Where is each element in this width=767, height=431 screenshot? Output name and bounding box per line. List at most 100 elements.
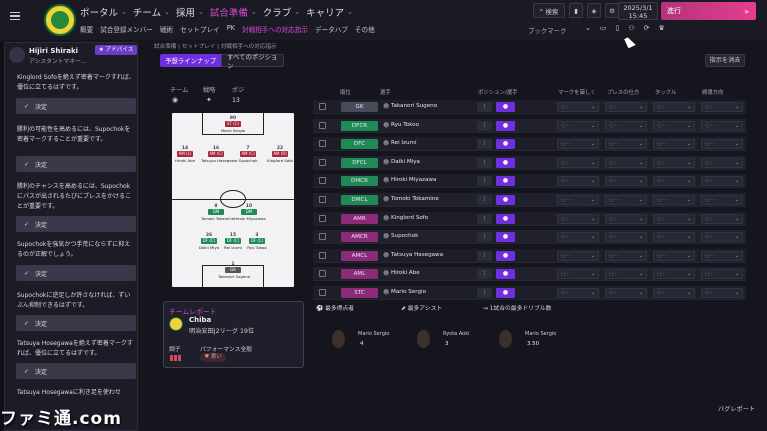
formation-button[interactable]: ⁝ (477, 139, 492, 150)
subnav-setpieces[interactable]: セットプレイ (180, 26, 220, 34)
show-dropdown[interactable]: ◌ - ⌄ (701, 120, 743, 131)
inbox-button[interactable]: ◈ (587, 3, 601, 18)
table-row[interactable]: STC ☻ Mario Sergio ⁝ ● ◌ - ⌄ ◌ - ⌄ ◌ - ⌄ ◌ - ⌄ (313, 286, 746, 300)
nav-match-prep[interactable]: 試合準備 ⌄ (209, 8, 257, 19)
table-row[interactable]: AML ☻ Hiroki Abe ⁝ ● ◌ - ⌄ ◌ - ⌄ ◌ - ⌄ ◌ - ⌄ (313, 267, 746, 282)
select-player-button[interactable]: ● (496, 157, 515, 168)
tackle-dropdown[interactable]: ◌ - ⌄ (653, 288, 695, 298)
table-row[interactable]: DMCR ☻ Hiroki Miyazawa ⁝ ● ◌ - ⌄ ◌ - ⌄ ◌ - ⌄ ◌ - ⌄ (313, 174, 746, 189)
tackle-dropdown[interactable]: ◌ - ⌄ (653, 250, 695, 261)
trophy-icon[interactable]: ♛ (658, 24, 665, 32)
select-player-button[interactable]: ● (496, 139, 515, 150)
player-name[interactable]: Rei Izumi (391, 140, 417, 147)
subnav-more[interactable]: その他 (354, 26, 375, 34)
bookmark-label[interactable]: ブックマーク (528, 27, 567, 35)
show-dropdown[interactable]: ◌ - ⌄ (701, 213, 743, 224)
row-checkbox[interactable] (319, 103, 326, 110)
table-row[interactable]: DFCR ☻ Ryu Tokoo ⁝ ● ◌ - ⌄ ◌ - ⌄ ◌ - ⌄ ◌ - ⌄ (313, 118, 746, 133)
marking-dropdown[interactable]: ◌ - ⌄ (557, 250, 599, 261)
top-assist-stat[interactable]: ⬈ 最多アシスト Ryota Aoki 3 (401, 303, 481, 348)
row-checkbox[interactable] (319, 158, 326, 166)
press-dropdown[interactable]: ◌ - ⌄ (605, 157, 647, 168)
decide-button[interactable]: ✓ 決定 (16, 363, 136, 379)
marking-dropdown[interactable]: ◌ - ⌄ (557, 102, 599, 112)
menu-icon[interactable] (10, 12, 20, 20)
player-name[interactable]: Kinglord Sofo (391, 214, 429, 221)
bookmark-button[interactable]: ▮ (569, 3, 583, 18)
subnav-squad[interactable]: 試合登録メンバー (100, 26, 153, 34)
formation-button[interactable]: ⁝ (477, 213, 492, 224)
pitch-player[interactable]: 22 AM (R) Kinglord Sofo (265, 146, 295, 163)
player-name[interactable]: Daiki Miya (391, 158, 420, 165)
row-checkbox[interactable] (319, 177, 326, 185)
marking-dropdown[interactable]: ◌ - ⌄ (557, 288, 599, 298)
select-player-button[interactable]: ● (496, 120, 515, 131)
player-name[interactable]: Hiroki Abe (391, 270, 420, 277)
top-scorer-stat[interactable]: ⚽ 最多得点者 Mario Sergio 4 (316, 303, 396, 348)
pitch-player[interactable]: 7 AM (C) Supochok (233, 146, 263, 163)
marking-dropdown[interactable]: ◌ - ⌄ (557, 176, 599, 187)
tackle-dropdown[interactable]: ◌ - ⌄ (653, 176, 695, 187)
player-name[interactable]: Takanori Sugeno (391, 103, 438, 109)
team-report-card[interactable]: チームレポート Chiba 明治安田J2リーグ 19位 調子 パフォーマンス全般… (163, 301, 304, 368)
select-player-button[interactable]: ● (496, 288, 515, 298)
pitch-player[interactable]: 1 GK Takanori Sugeno (218, 262, 250, 279)
formation-button[interactable]: ⁝ (477, 102, 492, 112)
filter-all-positions[interactable]: すべてのポジション (221, 53, 284, 70)
show-dropdown[interactable]: ◌ - ⌄ (701, 176, 743, 187)
marking-dropdown[interactable]: ◌ - ⌄ (557, 120, 599, 131)
subnav-pk[interactable]: PK (226, 24, 235, 32)
decide-button[interactable]: ✓ 決定 (16, 98, 136, 114)
select-player-button[interactable]: ● (496, 176, 515, 187)
decide-button[interactable]: ✓ 決定 (16, 265, 136, 281)
date-display[interactable]: 2025/3/1 15:45 (618, 2, 658, 20)
player-name[interactable]: Tatsuya Hasegawa (391, 251, 444, 258)
bug-report-link[interactable]: バグレポート (718, 406, 756, 413)
formation-button[interactable]: ⁝ (477, 195, 492, 205)
tackle-dropdown[interactable]: ◌ - ⌄ (653, 232, 695, 243)
select-player-button[interactable]: ● (496, 102, 515, 112)
people-icon[interactable]: ⚇ (628, 24, 635, 32)
nav-recruit[interactable]: 採用 ⌄ (175, 8, 204, 19)
select-player-button[interactable]: ● (496, 269, 515, 280)
subnav-opposition[interactable]: 対戦相手への対応指示 (242, 26, 308, 34)
press-dropdown[interactable]: ◌ - ⌄ (605, 195, 647, 205)
phone-icon[interactable]: ▯ (615, 24, 620, 32)
tackle-dropdown[interactable]: ◌ - ⌄ (653, 213, 695, 224)
formation-button[interactable]: ⁝ (477, 288, 492, 298)
marking-dropdown[interactable]: ◌ - ⌄ (557, 213, 599, 224)
table-row[interactable]: AMCR ☻ Supochok ⁝ ● ◌ - ⌄ ◌ - ⌄ ◌ - ⌄ ◌ - ⌄ (313, 230, 746, 245)
show-dropdown[interactable]: ◌ - ⌄ (701, 269, 743, 280)
card-icon[interactable]: ▭ (599, 24, 607, 32)
nav-career[interactable]: キャリア ⌄ (306, 8, 354, 19)
show-dropdown[interactable]: ◌ - ⌄ (701, 250, 743, 261)
table-row[interactable]: AMR ☻ Kinglord Sofo ⁝ ● ◌ - ⌄ ◌ - ⌄ ◌ - ⌄ ◌ - ⌄ (313, 211, 746, 226)
club-logo[interactable] (44, 4, 76, 36)
decide-button[interactable]: ✓ 決定 (16, 216, 136, 232)
pitch-player[interactable]: 3 DF (C) Ryu Tokoo (242, 233, 272, 250)
table-row[interactable]: GK ☻ Takanori Sugeno ⁝ ● ◌ - ⌄ ◌ - ⌄ ◌ - ⌄ ◌ - ⌄ (313, 100, 746, 114)
marking-dropdown[interactable]: ◌ - ⌄ (557, 269, 599, 280)
press-dropdown[interactable]: ◌ - ⌄ (605, 102, 647, 112)
show-dropdown[interactable]: ◌ - ⌄ (701, 102, 743, 112)
select-player-button[interactable]: ● (496, 250, 515, 261)
continue-button[interactable]: 進行 » (661, 2, 756, 20)
nav-club[interactable]: クラブ ⌄ (262, 8, 301, 19)
decide-button[interactable]: ✓ 決定 (16, 315, 136, 331)
player-name[interactable]: Hiroki Miyazawa (391, 177, 437, 184)
row-checkbox[interactable] (319, 233, 326, 241)
formation-button[interactable]: ⁝ (477, 176, 492, 187)
top-dribbles-stat[interactable]: ↝ 1試合の最多ドリブル数 Mario Sergio 3.50 (483, 303, 563, 348)
table-row[interactable]: DMCL ☻ Tomoki Tokamine ⁝ ● ◌ - ⌄ ◌ - ⌄ ◌ - ⌄ ◌ - ⌄ (313, 193, 746, 207)
press-dropdown[interactable]: ◌ - ⌄ (605, 250, 647, 261)
show-dropdown[interactable]: ◌ - ⌄ (701, 232, 743, 243)
select-player-button[interactable]: ● (496, 232, 515, 243)
subnav-tactics[interactable]: 戦術 (159, 26, 174, 34)
subnav-datahub[interactable]: データハブ (314, 26, 348, 34)
row-checkbox[interactable] (319, 121, 326, 129)
table-row[interactable]: DFCL ☻ Daiki Miya ⁝ ● ◌ - ⌄ ◌ - ⌄ ◌ - ⌄ ◌ - ⌄ (313, 155, 746, 170)
row-checkbox[interactable] (319, 270, 326, 278)
pitch-player[interactable]: 15 DF (C) Rei Izumi (218, 233, 248, 250)
select-player-button[interactable]: ● (496, 213, 515, 224)
select-player-button[interactable]: ● (496, 195, 515, 205)
